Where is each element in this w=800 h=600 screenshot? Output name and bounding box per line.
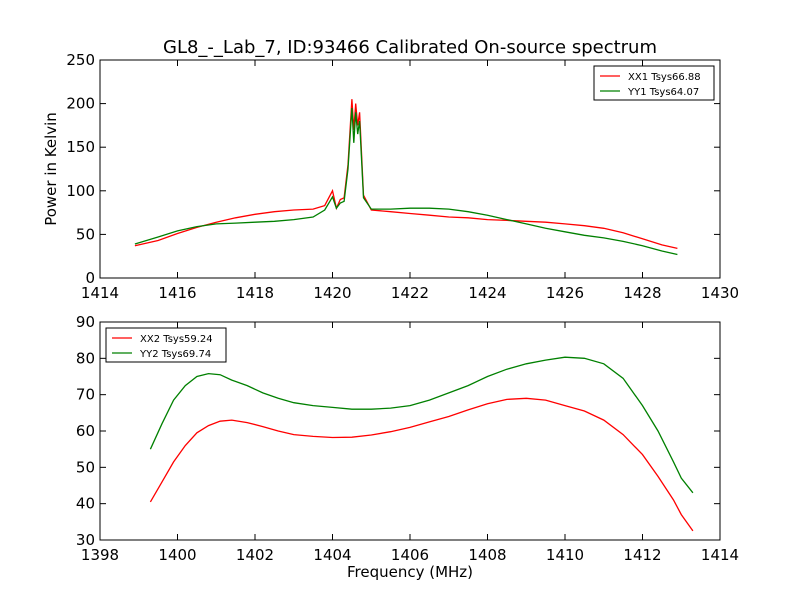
x-tick-label: 1414 [81,284,119,302]
series-line-2 [134,107,678,256]
x-axis-label: Frequency (MHz) [347,563,473,581]
legend: XX1 Tsys66.88 YY1 Tsys64.07 [593,65,715,101]
x-tick-label: 1418 [236,284,274,302]
subplot-2: 1398 1400 1402 1404 1406 1408 1410 1412 1414 30 40… [76,313,739,581]
y-axis-label: Power in Kelvin [42,112,60,226]
y-tick-label: 30 [76,531,95,549]
legend-label: YY1 Tsys64.07 [627,87,699,98]
y-tick-label: 80 [76,349,95,367]
x-tick-label: 1428 [623,284,661,302]
x-tick-label: 1400 [158,546,196,564]
x-tick-label: 1404 [313,546,351,564]
x-tick-label: 1398 [81,546,119,564]
y-tick-label: 0 [85,269,95,287]
y-tick-label: 70 [76,386,95,404]
x-tick-label: 1422 [391,284,429,302]
y-tick-label: 90 [76,313,95,331]
y-tick-label: 50 [76,458,95,476]
x-tick-label: 1430 [701,284,739,302]
legend: XX2 Tsys59.24 YY2 Tsys69.74 [105,327,227,363]
x-tick-label: 1420 [313,284,351,302]
series-line-1 [149,397,694,532]
legend-label: YY2 Tsys69.74 [139,349,211,360]
series-line-1 [134,99,678,250]
x-tick-label: 1424 [468,284,506,302]
y-tick-label: 50 [76,225,95,243]
y-tick-label: 250 [66,51,95,69]
y-tick-label: 60 [76,422,95,440]
x-tick-label: 1414 [701,546,739,564]
legend-label: XX2 Tsys59.24 [140,334,213,345]
x-tick-label: 1406 [391,546,429,564]
legend-box [105,327,227,363]
subplot-1: 1414 1416 1418 1420 1422 1424 1426 1428 1430 0 50 1… [42,51,739,302]
chart-title: GL8_-_Lab_7, ID:93466 Calibrated On-sour… [163,37,657,58]
x-tick-label: 1408 [468,546,506,564]
x-tick-label: 1410 [546,546,584,564]
y-tick-label: 40 [76,495,95,513]
x-tick-label: 1426 [546,284,584,302]
y-tick-label: 200 [66,95,95,113]
series-line-2 [149,356,694,494]
y-tick-label: 150 [66,138,95,156]
x-tick-label: 1402 [236,546,274,564]
legend-box [593,65,715,101]
x-tick-label: 1412 [623,546,661,564]
x-tick-label: 1416 [158,284,196,302]
y-tick-label: 100 [66,182,95,200]
legend-label: XX1 Tsys66.88 [628,72,701,83]
